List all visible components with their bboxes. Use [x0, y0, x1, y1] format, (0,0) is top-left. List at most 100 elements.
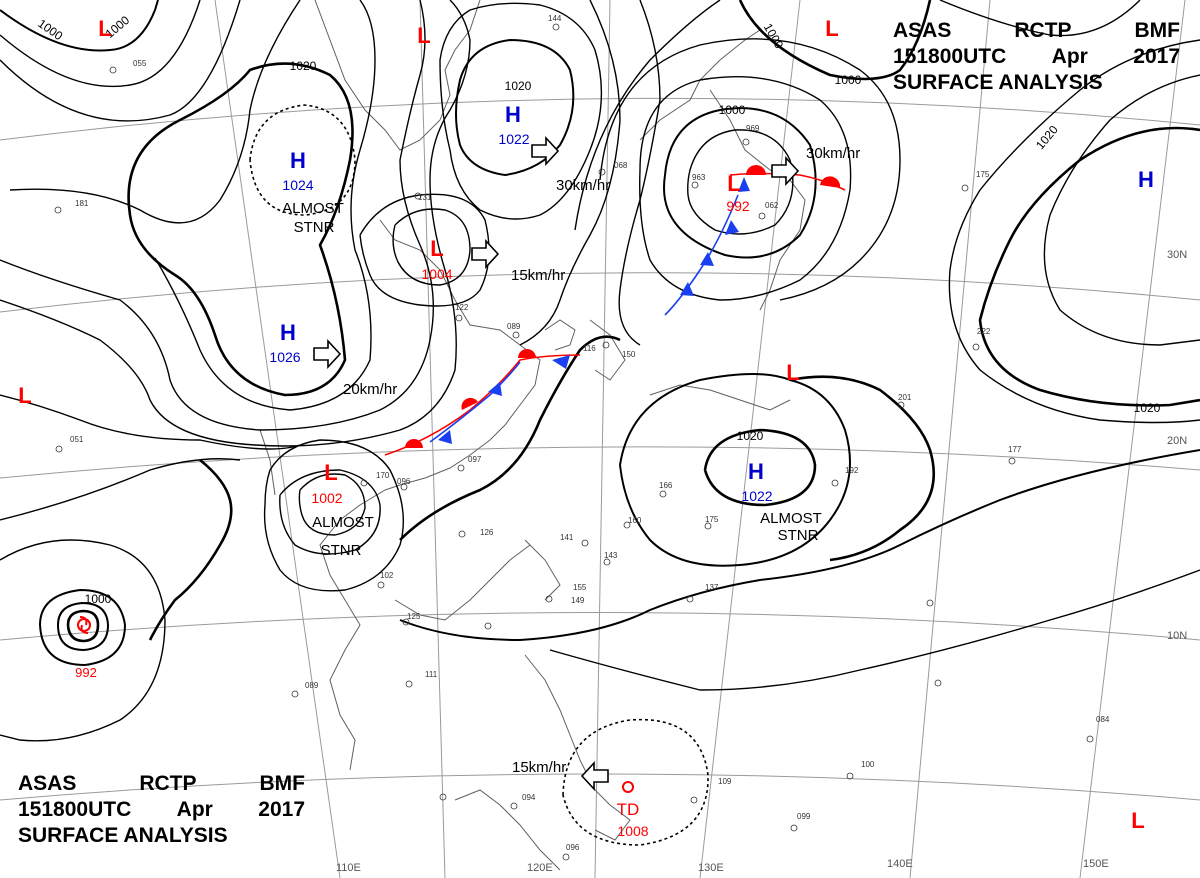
analysis-year: 2017 [258, 798, 305, 821]
office-code: BMF [259, 772, 306, 795]
station-value: 160 [628, 516, 642, 525]
chart-title: SURFACE ANALYSIS [893, 71, 1103, 94]
status-label: STNR [294, 219, 335, 236]
longitude-label: 130E [698, 862, 724, 874]
pressure-value: 1002 [311, 490, 342, 506]
high-pressure-letter: H [290, 148, 306, 173]
station-value: 175 [705, 515, 719, 524]
station-value: 170 [376, 471, 390, 480]
movement-arrows [313, 135, 800, 792]
station-value: 222 [977, 327, 991, 336]
station-value: 099 [797, 812, 811, 821]
low-pressure-letter: L [18, 383, 31, 408]
pressure-value: 992 [75, 665, 97, 680]
movement-speed-label: 30km/hr [806, 145, 860, 162]
station-value: 111 [425, 670, 438, 679]
station-value: 201 [898, 393, 912, 402]
pressure-value: 1004 [421, 266, 452, 282]
longitude-label: 110E [336, 862, 361, 874]
station-code: RCTP [139, 772, 197, 795]
status-label: STNR [321, 542, 362, 559]
station-value: 155 [573, 583, 587, 592]
latitude-label: 20N [1167, 435, 1187, 447]
status-label: ALMOST [760, 510, 822, 527]
tropical-depression-label: TD [617, 800, 640, 819]
tropical-symbols [77, 616, 634, 793]
fronts [384, 165, 846, 456]
longitude-label: 120E [527, 862, 553, 874]
station-value: 096 [566, 843, 580, 852]
station-value: 096 [397, 477, 411, 486]
station-value: 126 [480, 528, 494, 537]
movement-speed-label: 20km/hr [343, 381, 397, 398]
low-pressure-letter: L [324, 460, 337, 485]
latitude-label: 30N [1167, 249, 1187, 261]
station-value: 100 [861, 760, 875, 769]
isobar-label: 1000 [85, 592, 112, 606]
pressure-value: 1022 [498, 131, 529, 147]
station-value: 131 [418, 193, 432, 202]
station-value: 116 [583, 344, 596, 353]
analysis-month: Apr [1051, 45, 1088, 68]
station-value: 143 [604, 551, 618, 560]
low-pressure-letter: L [727, 171, 740, 196]
tropical-depression-icon [622, 781, 634, 793]
latitude-label: 10N [1167, 630, 1187, 642]
station-code: RCTP [1014, 19, 1072, 42]
isobars [0, 0, 1200, 742]
isobar-label: 1020 [290, 59, 317, 73]
office-code: BMF [1134, 19, 1181, 42]
station-value: 097 [468, 455, 482, 464]
analysis-month: Apr [176, 798, 213, 821]
low-pressure-letter: L [98, 16, 111, 41]
high-pressure-letter: H [748, 459, 764, 484]
station-value: 102 [380, 571, 394, 580]
analysis-year: 2017 [1133, 45, 1180, 68]
station-value: 122 [455, 303, 469, 312]
low-pressure-letter: L [825, 16, 838, 41]
station-value: 166 [659, 481, 673, 490]
station-value: 141 [560, 533, 574, 542]
station-value: 137 [705, 583, 719, 592]
station-value: 051 [70, 435, 84, 444]
longitude-label: 150E [1083, 858, 1109, 870]
station-value: 175 [976, 170, 990, 179]
station-value: 084 [1096, 715, 1110, 724]
dashed-isobars [249, 104, 709, 846]
station-value: 089 [507, 322, 521, 331]
station-value: 150 [622, 350, 636, 359]
chart-header-top-right: ASAS RCTP BMF 151800UTC Apr 2017 SURFACE… [893, 18, 1180, 96]
low-pressure-letter: L [786, 360, 799, 385]
isobar-label: 1020 [1134, 401, 1161, 415]
station-value: 094 [522, 793, 536, 802]
pressure-value: 1026 [269, 349, 300, 365]
analysis-time: 151800UTC [893, 45, 1007, 68]
movement-speed-label: 15km/hr [512, 759, 566, 776]
pressure-value: 1022 [741, 488, 772, 504]
isobar-label: 1000 [719, 103, 746, 117]
station-value: 969 [746, 124, 760, 133]
agency-code: ASAS [18, 772, 77, 795]
pressure-value: 992 [726, 198, 750, 214]
high-pressure-letter: H [505, 102, 521, 127]
status-label: ALMOST [282, 200, 344, 217]
agency-code: ASAS [893, 19, 952, 42]
high-pressure-letter: H [280, 320, 296, 345]
analysis-time: 151800UTC [18, 798, 132, 821]
chart-title: SURFACE ANALYSIS [18, 824, 228, 847]
station-value: 062 [765, 201, 779, 210]
station-value: 963 [692, 173, 706, 182]
movement-speed-label: 30km/hr [556, 177, 610, 194]
longitude-label: 140E [887, 858, 913, 870]
chart-header-bottom-left: ASAS RCTP BMF 151800UTC Apr 2017 SURFACE… [18, 771, 305, 849]
station-value: 109 [718, 777, 732, 786]
station-value: 068 [614, 161, 628, 170]
isobar-label: 1020 [505, 79, 532, 93]
isobar-label: 1000 [835, 73, 862, 87]
high-pressure-letter: H [1138, 167, 1154, 192]
station-value: 181 [75, 199, 89, 208]
station-value: 125 [407, 612, 421, 621]
station-value: 055 [133, 59, 147, 68]
station-value: 149 [571, 596, 585, 605]
